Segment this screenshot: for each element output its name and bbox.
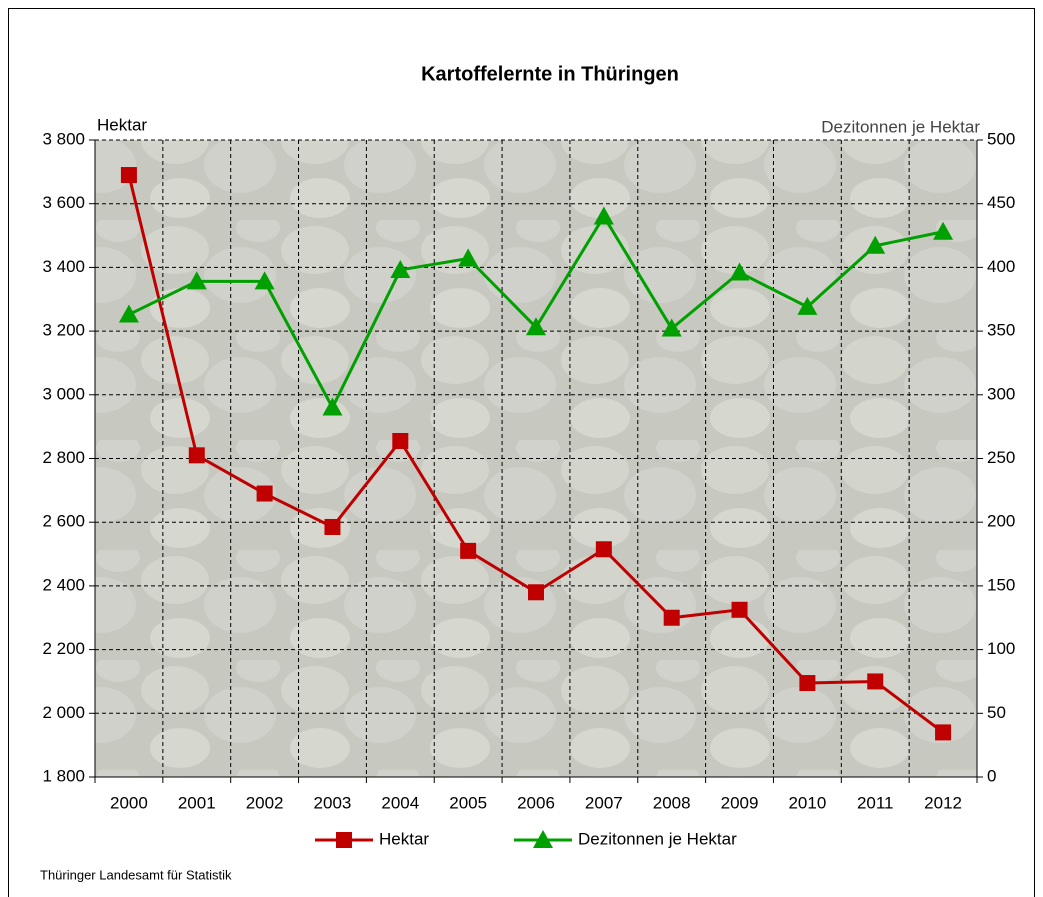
data-point (324, 519, 340, 535)
data-point (257, 486, 273, 502)
data-point (867, 673, 883, 689)
x-tick-label: 2007 (585, 793, 623, 812)
x-tick-label: 2002 (246, 793, 284, 812)
y2-tick-label: 500 (987, 129, 1015, 148)
legend-marker (336, 832, 352, 848)
y2-tick-label: 400 (987, 257, 1015, 276)
x-tick-label: 2003 (314, 793, 352, 812)
y-tick-label: 2 600 (42, 512, 85, 531)
data-point (460, 543, 476, 559)
x-tick-label: 2001 (178, 793, 216, 812)
y-tick-label: 3 600 (42, 193, 85, 212)
y2-tick-label: 200 (987, 512, 1015, 531)
y2-axis-label: Dezitonnen je Hektar (821, 117, 980, 136)
x-tick-label: 2009 (721, 793, 759, 812)
y-tick-label: 3 200 (42, 321, 85, 340)
x-tick-label: 2012 (924, 793, 962, 812)
x-tick-label: 2008 (653, 793, 691, 812)
data-point (528, 584, 544, 600)
data-point (189, 447, 205, 463)
y-tick-label: 3 800 (42, 129, 85, 148)
y2-tick-label: 50 (987, 703, 1006, 722)
data-point (392, 433, 408, 449)
y2-tick-label: 450 (987, 193, 1015, 212)
chart-title: Kartoffelernte in Thüringen (421, 63, 679, 85)
data-point (732, 602, 748, 618)
y-axis-label: Hektar (97, 115, 147, 134)
x-tick-label: 2004 (381, 793, 419, 812)
data-point (596, 541, 612, 557)
data-point (664, 610, 680, 626)
y2-tick-label: 350 (987, 321, 1015, 340)
y-tick-label: 3 000 (42, 384, 85, 403)
y-tick-label: 3 400 (42, 257, 85, 276)
data-point (935, 724, 951, 740)
y-tick-label: 1 800 (42, 766, 85, 785)
data-point (799, 675, 815, 691)
x-tick-label: 2006 (517, 793, 555, 812)
source-note: Thüringer Landesamt für Statistik (40, 867, 232, 882)
y-tick-label: 2 400 (42, 575, 85, 594)
y2-tick-label: 300 (987, 384, 1015, 403)
y2-tick-label: 250 (987, 448, 1015, 467)
x-tick-label: 2010 (788, 793, 826, 812)
y-tick-label: 2 800 (42, 448, 85, 467)
chart: Kartoffelernte in Thüringen Hektar Dezit… (0, 0, 1043, 897)
y2-tick-label: 0 (987, 766, 996, 785)
x-tick-label: 2011 (857, 793, 894, 812)
y-tick-label: 2 200 (42, 639, 85, 658)
x-tick-label: 2005 (449, 793, 487, 812)
y2-tick-label: 100 (987, 639, 1015, 658)
y-tick-label: 2 000 (42, 703, 85, 722)
x-tick-label: 2000 (110, 793, 148, 812)
legend-label: Hektar (379, 829, 429, 848)
data-point (121, 167, 137, 183)
y2-tick-label: 150 (987, 575, 1015, 594)
legend-label: Dezitonnen je Hektar (578, 829, 737, 848)
